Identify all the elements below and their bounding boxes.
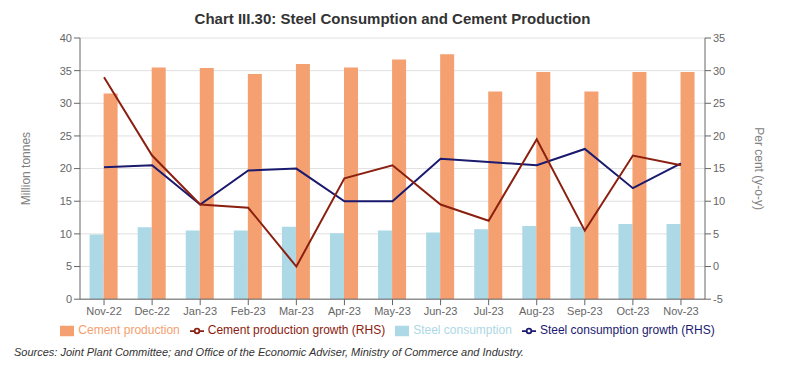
svg-text:Mar-23: Mar-23 bbox=[279, 305, 314, 317]
svg-text:15: 15 bbox=[60, 195, 72, 207]
svg-text:May-23: May-23 bbox=[374, 305, 411, 317]
svg-text:-5: -5 bbox=[713, 293, 723, 305]
html-text:Steel consumption growth (RHS): Steel consumption growth (RHS) bbox=[539, 323, 715, 338]
svg-text:Nov-23: Nov-23 bbox=[663, 305, 698, 317]
svg-text:10: 10 bbox=[713, 195, 725, 207]
svg-text:0: 0 bbox=[66, 293, 72, 305]
svg-text:30: 30 bbox=[713, 65, 725, 77]
html-text:Chart III.30: Steel Consumptio: Chart III.30: Steel Consumption and Ceme… bbox=[194, 10, 591, 27]
svg-text:40: 40 bbox=[60, 32, 72, 44]
svg-text:15: 15 bbox=[713, 162, 725, 174]
svg-text:35: 35 bbox=[713, 32, 725, 44]
svg-text:30: 30 bbox=[60, 97, 72, 109]
svg-text:20: 20 bbox=[713, 130, 725, 142]
svg-text:Million tonnes: Million tonnes bbox=[19, 132, 33, 205]
svg-text:Feb-23: Feb-23 bbox=[231, 305, 266, 317]
svg-text:0: 0 bbox=[713, 260, 719, 272]
svg-text:Jun-23: Jun-23 bbox=[424, 305, 458, 317]
svg-text:Oct-23: Oct-23 bbox=[616, 305, 649, 317]
svg-text:Nov-22: Nov-22 bbox=[86, 305, 121, 317]
svg-text:35: 35 bbox=[60, 65, 72, 77]
svg-text:10: 10 bbox=[60, 228, 72, 240]
svg-text:Aug-23: Aug-23 bbox=[519, 305, 554, 317]
svg-text:Dec-22: Dec-22 bbox=[134, 305, 169, 317]
svg-text:20: 20 bbox=[60, 162, 72, 174]
html-text:Sources: Joint Plant Committee: Sources: Joint Plant Committee; and Offi… bbox=[14, 346, 524, 358]
svg-text:5: 5 bbox=[713, 228, 719, 240]
svg-text:Jul-23: Jul-23 bbox=[474, 305, 504, 317]
svg-text:Apr-23: Apr-23 bbox=[328, 305, 361, 317]
html-text:Cement production: Cement production bbox=[78, 323, 180, 338]
svg-text:25: 25 bbox=[60, 130, 72, 142]
svg-text:5: 5 bbox=[66, 260, 72, 272]
svg-text:25: 25 bbox=[713, 97, 725, 109]
svg-text:Sep-23: Sep-23 bbox=[567, 305, 602, 317]
html-text:Cement production growth (RHS): Cement production growth (RHS) bbox=[207, 323, 386, 338]
svg-text:Per cent (y-o-y): Per cent (y-o-y) bbox=[752, 127, 766, 210]
html-text:Steel consumption: Steel consumption bbox=[413, 323, 512, 338]
svg-text:Jan-23: Jan-23 bbox=[183, 305, 217, 317]
